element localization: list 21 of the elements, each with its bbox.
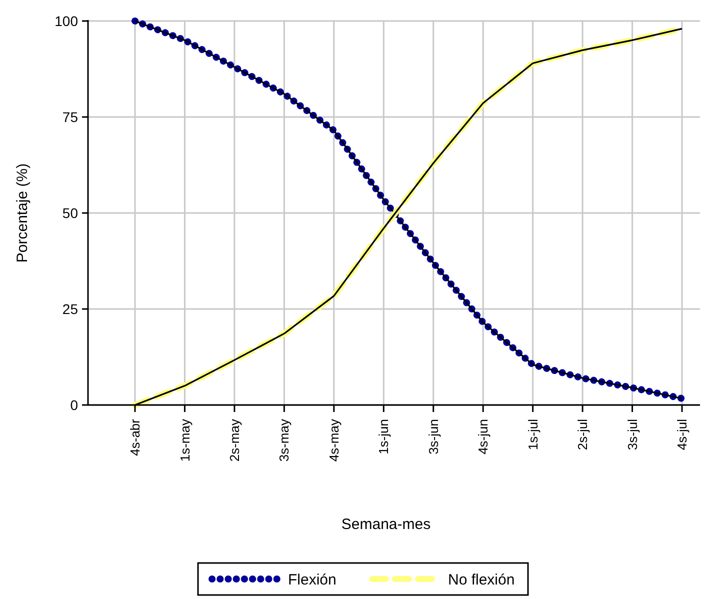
x-tick-label: 2s-may — [227, 418, 242, 462]
x-tick-label: 1s-may — [177, 418, 192, 462]
x-tick-label: 4s-may — [326, 418, 342, 462]
x-tick-label: 3s-may — [276, 418, 292, 462]
x-tick-label: 2s-jul — [575, 418, 590, 450]
x-tick-label: 4s-jul — [674, 418, 690, 450]
legend-label: Flexión — [288, 571, 336, 588]
y-tick-label: 0 — [70, 396, 78, 413]
y-tick-label: 75 — [62, 108, 78, 125]
x-tick-label: 4s-abr — [128, 418, 143, 456]
y-tick-label: 100 — [54, 12, 78, 29]
x-tick-label: 3s-jun — [426, 419, 441, 454]
legend-label: No flexión — [448, 571, 515, 588]
y-tick-label: 25 — [62, 300, 78, 317]
y-tick-label: 50 — [62, 204, 78, 221]
x-tick-label: 1s-jun — [376, 419, 392, 454]
x-tick-label: 3s-jul — [624, 418, 640, 450]
x-tick-label: 1s-jul — [525, 418, 540, 450]
x-axis-title: Semana-mes — [341, 516, 431, 533]
y-axis-title: Porcentaje (%) — [14, 163, 31, 263]
x-tick-label: 4s-jun — [476, 419, 491, 454]
